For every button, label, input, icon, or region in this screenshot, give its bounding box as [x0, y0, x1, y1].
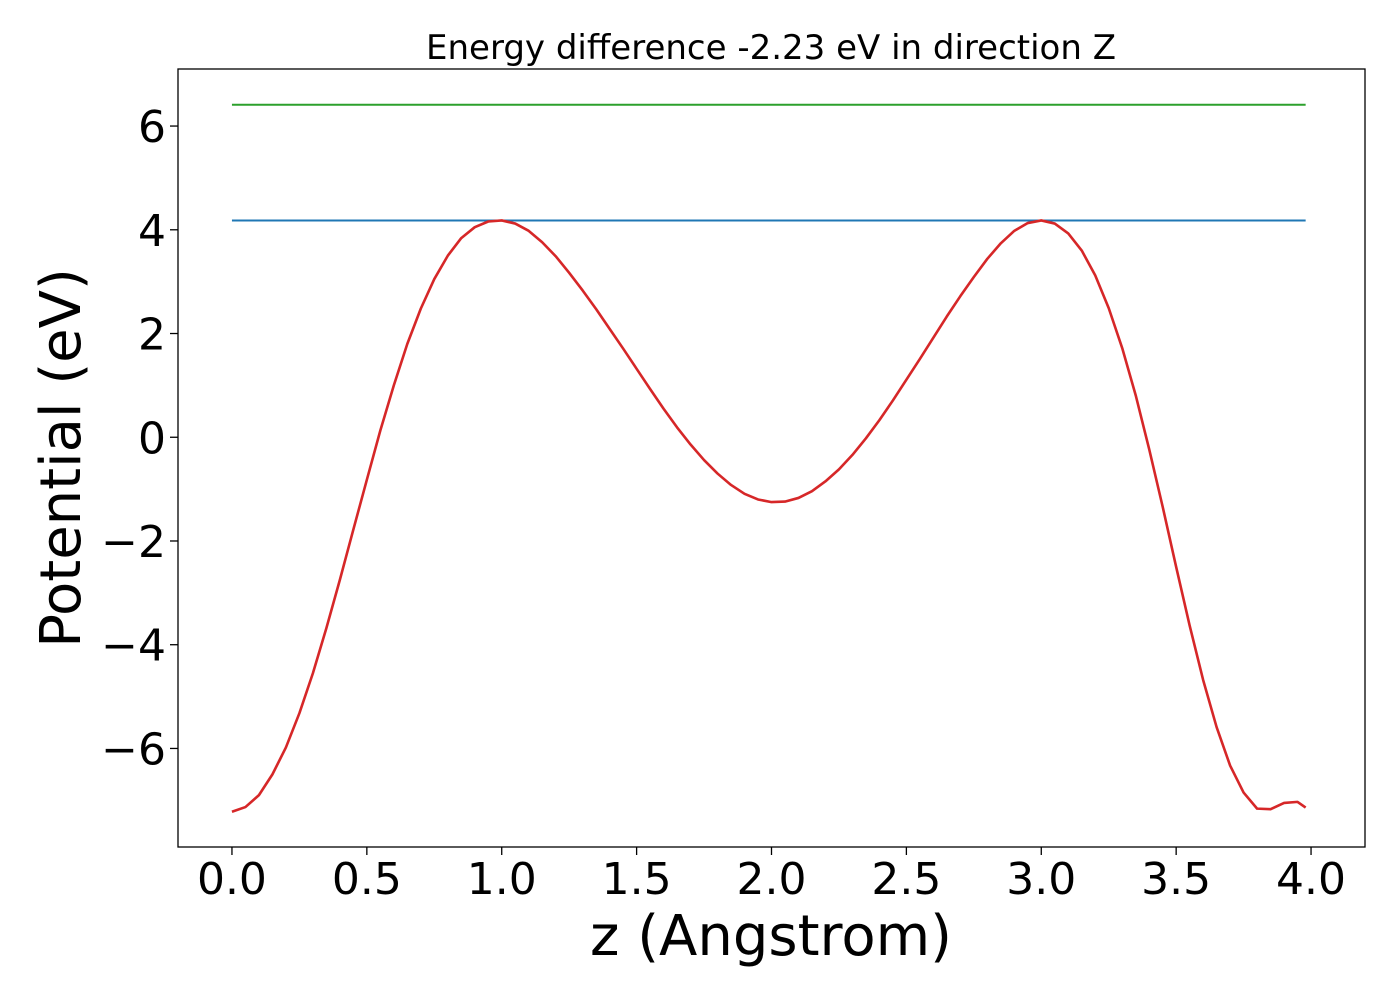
x-tick-label: 2.0	[737, 854, 807, 905]
y-tick-label: −2	[101, 517, 166, 568]
y-tick-label: 0	[138, 413, 166, 464]
y-tick-label: 6	[138, 102, 166, 153]
y-tick-label: 2	[138, 310, 166, 361]
y-tick-label: −6	[101, 724, 166, 775]
x-tick-label: 1.5	[602, 854, 672, 905]
x-axis-label: z (Angstrom)	[590, 904, 952, 969]
series-line-2	[231, 219, 1307, 813]
y-axis-label: Potential (eV)	[29, 268, 94, 648]
x-tick-label: 3.5	[1141, 854, 1211, 905]
series-layer	[231, 103, 1307, 813]
x-tick-label: 0.5	[332, 854, 402, 905]
y-tick-label: −4	[101, 621, 166, 672]
y-tick-label: 4	[138, 206, 166, 257]
x-tick-label: 0.0	[197, 854, 267, 905]
x-tick-label: 1.0	[467, 854, 537, 905]
x-axis-ticks: 0.0 0.5 1.0 1.5 2.0 2.5 3.0 3.5 4.0	[197, 847, 1346, 905]
chart-title: Energy difference -2.23 eV in direction …	[426, 28, 1116, 68]
x-tick-label: 2.5	[871, 854, 941, 905]
plot-frame	[177, 68, 1366, 848]
y-axis-ticks: −6 −4 −2 0 2 4 6	[101, 102, 178, 775]
x-tick-label: 3.0	[1006, 854, 1076, 905]
x-tick-label: 4.0	[1276, 854, 1346, 905]
